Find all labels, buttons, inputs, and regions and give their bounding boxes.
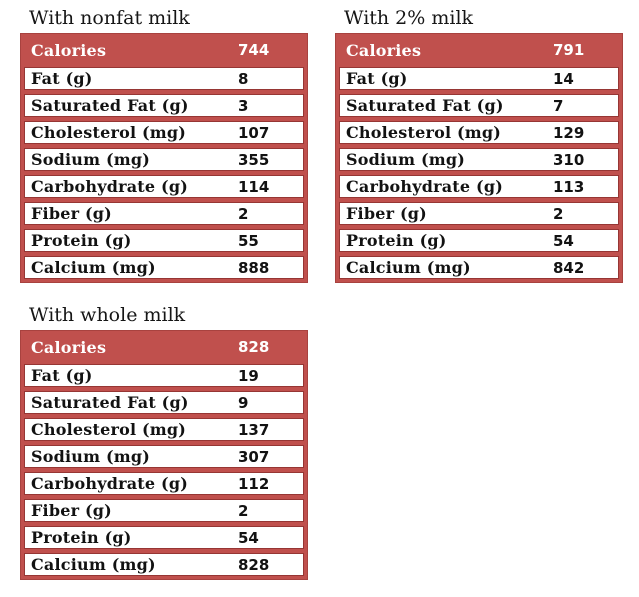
table-row: Cholesterol (mg) 107 (24, 121, 304, 144)
row-value: 19 (238, 366, 259, 385)
table-row: Cholesterol (mg) 137 (24, 418, 304, 441)
row-value: 828 (238, 555, 270, 574)
table-row: Fat (g) 14 (339, 67, 619, 90)
table-row: Fiber (g) 2 (24, 499, 304, 522)
row-value: 112 (238, 474, 270, 493)
table-row: Fat (g) 19 (24, 364, 304, 387)
row-label: Protein (g) (31, 231, 132, 250)
table-row: Carbohydrate (g) 113 (339, 175, 619, 198)
row-value: 2 (553, 204, 564, 223)
table-row: Sodium (mg) 307 (24, 445, 304, 468)
table-row: Fiber (g) 2 (339, 202, 619, 225)
row-value: 54 (553, 231, 574, 250)
row-label: Fat (g) (346, 69, 408, 88)
table-row: Carbohydrate (g) 112 (24, 472, 304, 495)
row-label: Protein (g) (346, 231, 447, 250)
header-value: 744 (238, 41, 270, 59)
table-title-2percent: With 2% milk (344, 7, 474, 29)
header-value: 828 (238, 338, 270, 356)
table-row: Calcium (mg) 888 (24, 256, 304, 279)
table-header-row: Calories 744 (24, 37, 304, 63)
table-row: Fiber (g) 2 (24, 202, 304, 225)
table-header-row: Calories 828 (24, 334, 304, 360)
row-label: Sodium (mg) (31, 447, 151, 466)
row-value: 113 (553, 177, 585, 196)
header-value: 791 (553, 41, 585, 59)
row-value: 14 (553, 69, 574, 88)
row-label: Cholesterol (mg) (31, 123, 187, 142)
row-label: Fiber (g) (31, 501, 112, 520)
row-value: 355 (238, 150, 270, 169)
row-value: 842 (553, 258, 585, 277)
row-label: Protein (g) (31, 528, 132, 547)
table-title-whole: With whole milk (29, 304, 186, 326)
row-label: Saturated Fat (g) (31, 393, 189, 412)
row-value: 2 (238, 204, 249, 223)
row-value: 3 (238, 96, 249, 115)
table-row: Calcium (mg) 842 (339, 256, 619, 279)
row-label: Carbohydrate (g) (31, 177, 188, 196)
table-row: Sodium (mg) 355 (24, 148, 304, 171)
row-value: 129 (553, 123, 585, 142)
row-value: 114 (238, 177, 270, 196)
nutrition-block-2percent-milk: With 2% milk Calories 791 Fat (g) 14 Sat… (335, 6, 623, 283)
row-value: 55 (238, 231, 259, 250)
row-value: 2 (238, 501, 249, 520)
table-row: Saturated Fat (g) 3 (24, 94, 304, 117)
header-label: Calories (31, 40, 107, 60)
table-row: Protein (g) 55 (24, 229, 304, 252)
row-value: 9 (238, 393, 249, 412)
row-value: 310 (553, 150, 585, 169)
table-row: Fat (g) 8 (24, 67, 304, 90)
table-row: Protein (g) 54 (24, 526, 304, 549)
header-label: Calories (31, 337, 107, 357)
table-row: Saturated Fat (g) 7 (339, 94, 619, 117)
row-label: Calcium (mg) (31, 555, 156, 574)
table-row: Calcium (mg) 828 (24, 553, 304, 576)
row-value: 137 (238, 420, 270, 439)
table-header-row: Calories 791 (339, 37, 619, 63)
row-value: 7 (553, 96, 564, 115)
row-value: 8 (238, 69, 249, 88)
row-label: Cholesterol (mg) (31, 420, 187, 439)
row-value: 54 (238, 528, 259, 547)
row-label: Saturated Fat (g) (31, 96, 189, 115)
row-label: Fat (g) (31, 366, 93, 385)
row-label: Carbohydrate (g) (346, 177, 503, 196)
row-label: Sodium (mg) (31, 150, 151, 169)
nutrition-block-nonfat-milk: With nonfat milk Calories 744 Fat (g) 8 … (20, 6, 308, 283)
nutrition-block-whole-milk: With whole milk Calories 828 Fat (g) 19 … (20, 303, 308, 580)
table-row: Carbohydrate (g) 114 (24, 175, 304, 198)
table-title-nonfat: With nonfat milk (29, 7, 190, 29)
table-row: Sodium (mg) 310 (339, 148, 619, 171)
header-label: Calories (346, 40, 422, 60)
table-row: Cholesterol (mg) 129 (339, 121, 619, 144)
row-label: Fat (g) (31, 69, 93, 88)
row-label: Calcium (mg) (346, 258, 471, 277)
row-label: Calcium (mg) (31, 258, 156, 277)
row-label: Cholesterol (mg) (346, 123, 502, 142)
row-value: 107 (238, 123, 270, 142)
row-label: Fiber (g) (31, 204, 112, 223)
row-label: Sodium (mg) (346, 150, 466, 169)
row-value: 307 (238, 447, 270, 466)
row-value: 888 (238, 258, 270, 277)
row-label: Carbohydrate (g) (31, 474, 188, 493)
table-row: Saturated Fat (g) 9 (24, 391, 304, 414)
row-label: Fiber (g) (346, 204, 427, 223)
nutrition-table-2percent: Calories 791 Fat (g) 14 Saturated Fat (g… (335, 33, 623, 283)
row-label: Saturated Fat (g) (346, 96, 504, 115)
nutrition-table-nonfat: Calories 744 Fat (g) 8 Saturated Fat (g)… (20, 33, 308, 283)
table-row: Protein (g) 54 (339, 229, 619, 252)
nutrition-table-whole: Calories 828 Fat (g) 19 Saturated Fat (g… (20, 330, 308, 580)
